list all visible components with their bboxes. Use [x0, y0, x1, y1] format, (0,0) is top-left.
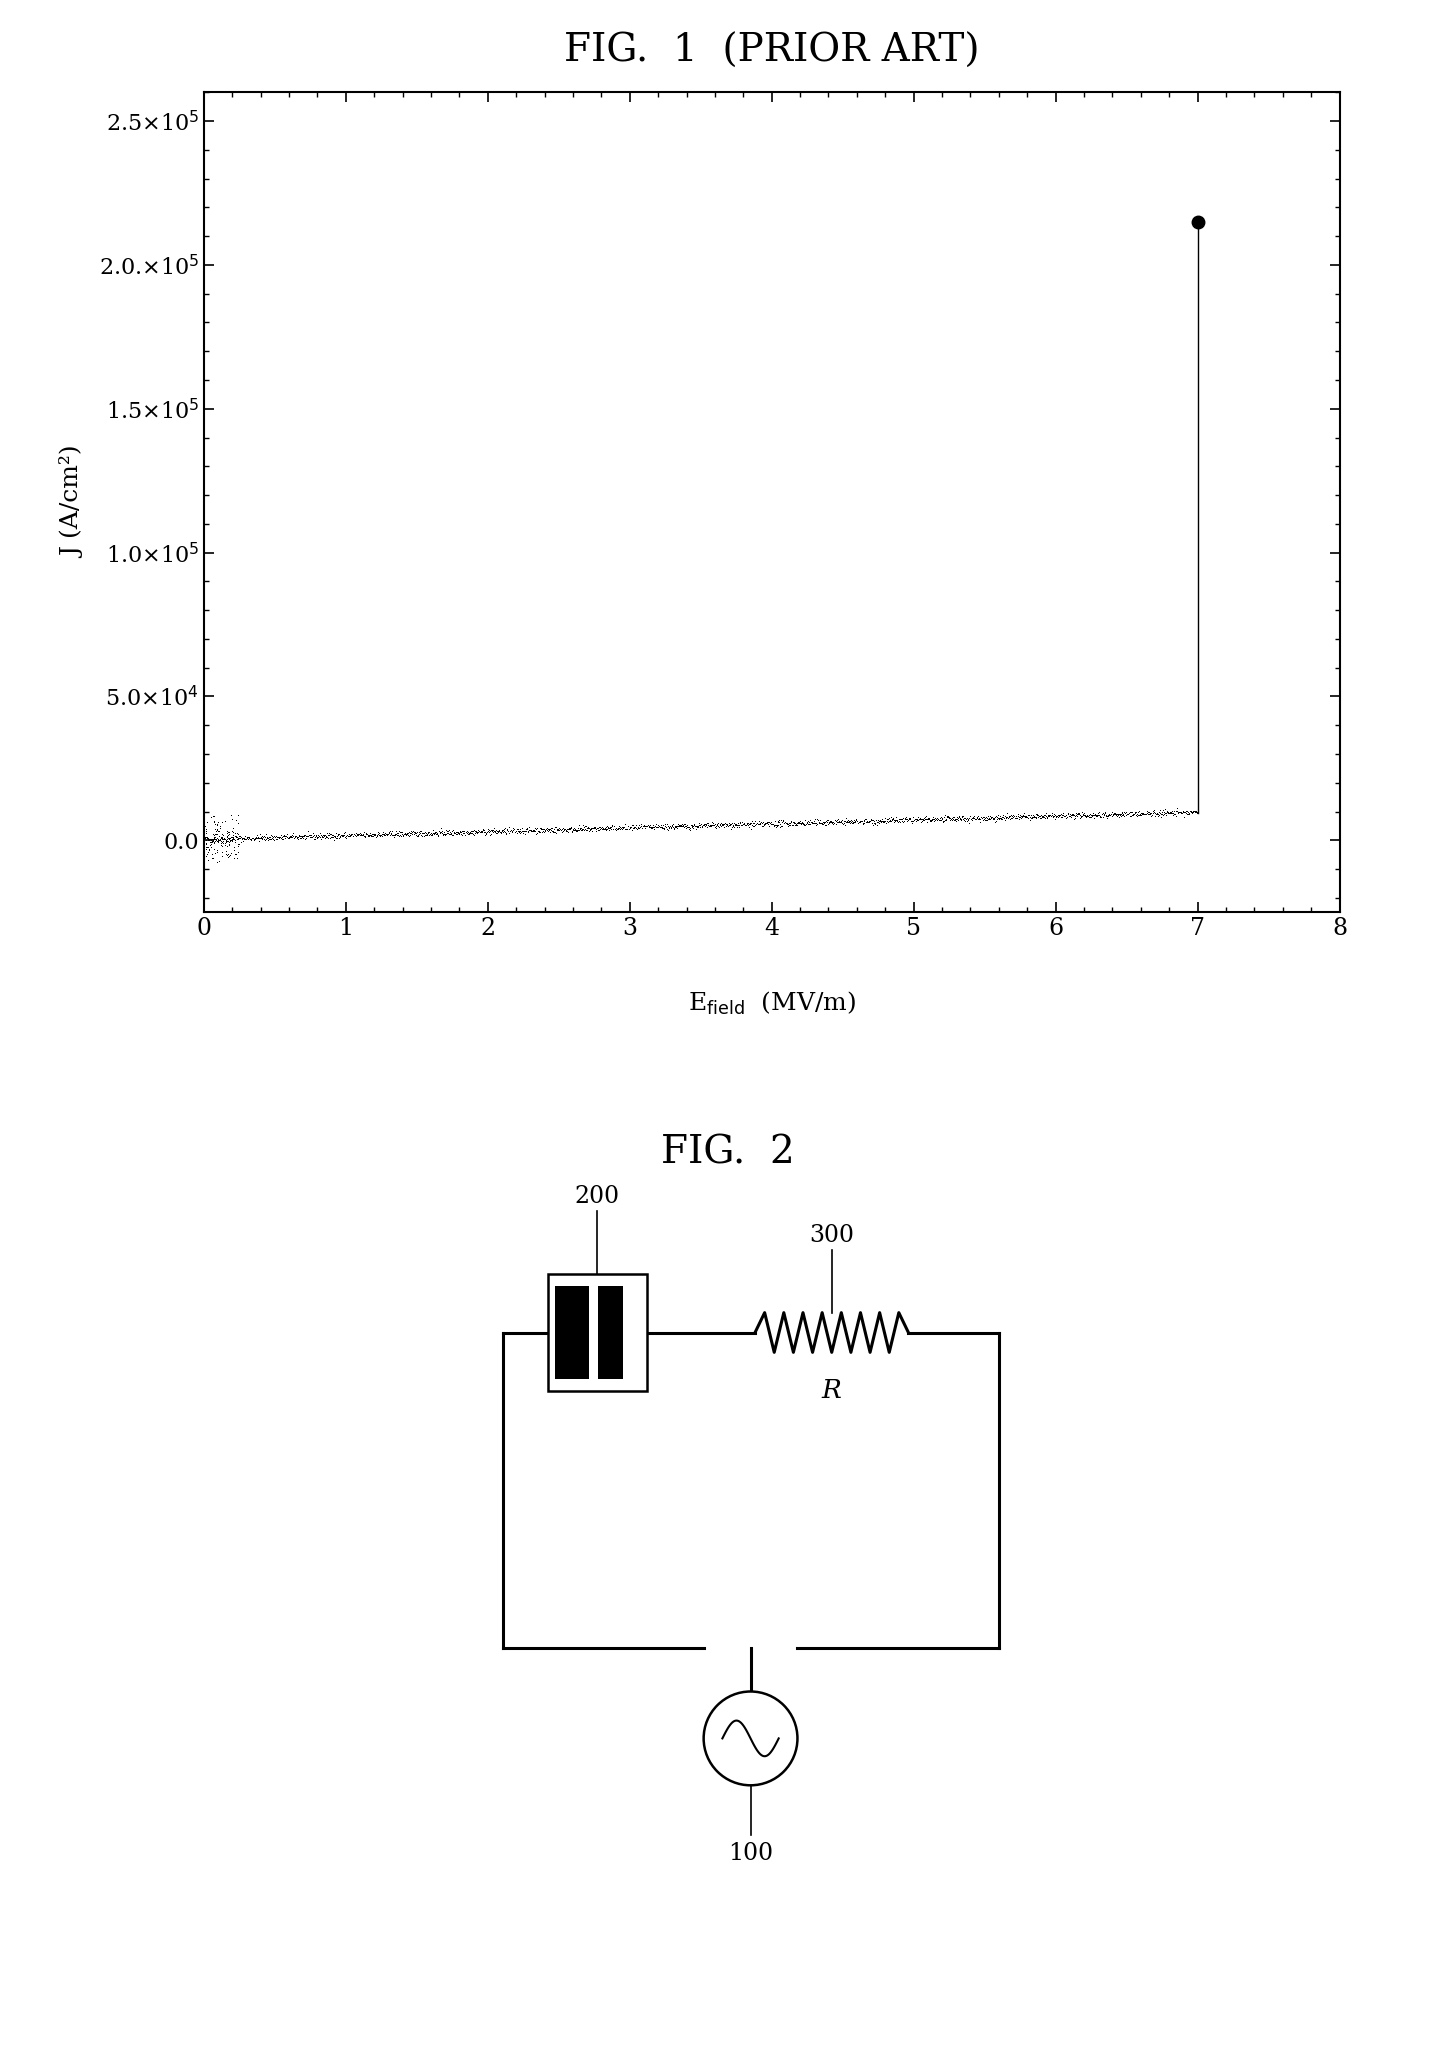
Text: 300: 300	[810, 1224, 855, 1246]
Y-axis label: J (A/cm²): J (A/cm²)	[61, 447, 84, 558]
Text: R: R	[821, 1378, 842, 1402]
Text: 200: 200	[575, 1185, 620, 1207]
Title: FIG.  1  (PRIOR ART): FIG. 1 (PRIOR ART)	[563, 33, 980, 70]
Bar	[598, 1285, 623, 1380]
Circle shape	[703, 1691, 798, 1786]
Text: 100: 100	[728, 1843, 773, 1866]
Bar	[547, 1273, 646, 1392]
Text: FIG.  2: FIG. 2	[661, 1134, 795, 1171]
Text: E$_{\rm field}$  (MV/m): E$_{\rm field}$ (MV/m)	[687, 990, 856, 1017]
Bar	[555, 1285, 590, 1380]
